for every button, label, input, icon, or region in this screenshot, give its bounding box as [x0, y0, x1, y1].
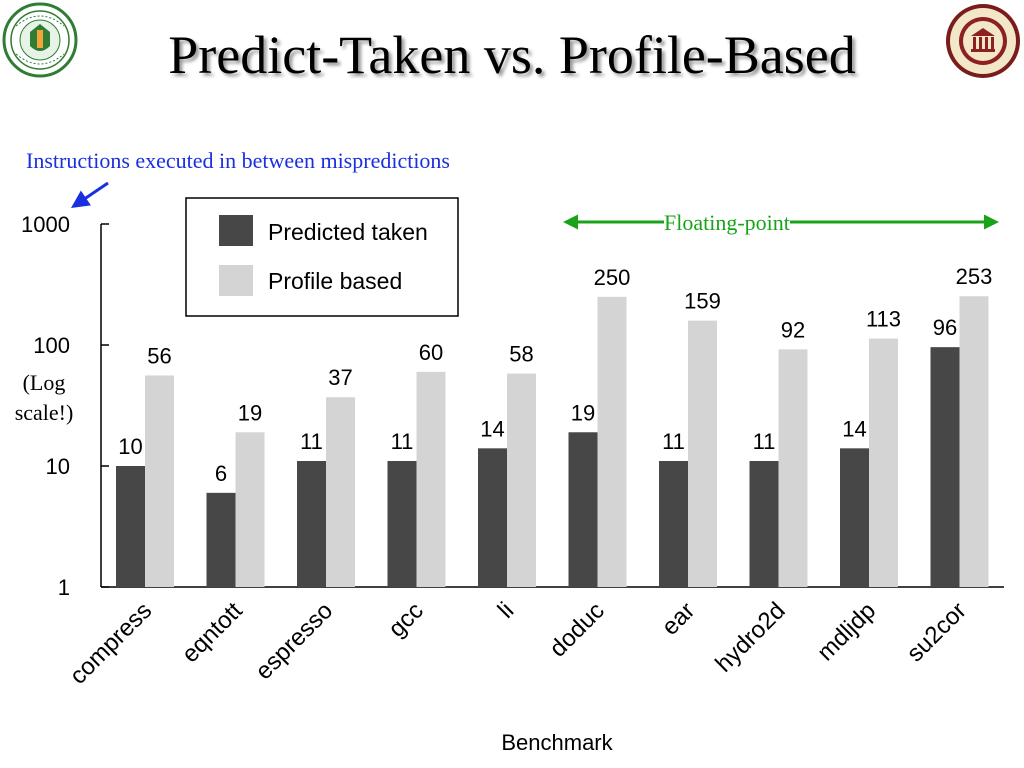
bar-value-label: 11	[391, 429, 414, 454]
bar-profile-based-gcc	[416, 371, 446, 587]
slide-title: Predict-Taken vs. Profile-Based	[168, 25, 856, 85]
legend: Predicted taken Profile based	[185, 197, 459, 317]
bar-value-label: 159	[684, 289, 721, 314]
y-tick-label: 10	[46, 454, 70, 479]
bar-value-label: 60	[419, 340, 443, 365]
y-tick-label: 1	[58, 575, 70, 600]
bar-value-label: 250	[594, 265, 631, 290]
legend-label-profile-based: Profile based	[268, 268, 402, 294]
x-category-label: hydro2d	[710, 597, 790, 677]
bar-predicted-taken-hydro2d	[749, 460, 779, 587]
bar-value-label: 56	[147, 343, 171, 368]
bar-profile-based-doduc	[597, 296, 627, 587]
fsu-seal-logo	[946, 4, 1020, 78]
bar-predicted-taken-su2cor	[930, 347, 960, 587]
legend-label-predicted-taken: Predicted taken	[268, 219, 428, 245]
bar-value-label: 19	[238, 400, 262, 425]
x-category-label: mdljdp	[812, 597, 881, 666]
bar-value-label: 113	[866, 307, 901, 332]
bar-value-label: 14	[480, 416, 504, 441]
bar-predicted-taken-ear	[659, 460, 688, 587]
x-category-label: li	[493, 597, 520, 624]
bar-value-label: 14	[842, 416, 866, 441]
bar-profile-based-espresso	[326, 397, 355, 587]
x-axis-label: Benchmark	[501, 730, 613, 755]
legend-swatch-predicted-taken	[219, 215, 253, 246]
bar-value-label: 96	[933, 315, 957, 340]
x-category-label: ear	[657, 597, 701, 641]
bar-value-label: 92	[781, 317, 805, 342]
bar-value-label: 19	[571, 400, 595, 425]
bar-predicted-taken-li	[478, 448, 507, 587]
log-scale-note: (Log scale!)	[4, 368, 84, 428]
y-tick-label: 1000	[21, 212, 70, 237]
bar-predicted-taken-mdljdp	[840, 448, 869, 587]
bar-profile-based-eqntott	[235, 432, 265, 587]
bar-value-label: 11	[662, 429, 685, 454]
bar-predicted-taken-compress	[116, 466, 145, 587]
bar-value-label: 37	[328, 365, 352, 390]
bar-profile-based-ear	[688, 320, 717, 587]
x-category-label: gcc	[383, 597, 429, 643]
chart-subtitle: Instructions executed in between mispred…	[26, 148, 450, 173]
bar-profile-based-li	[507, 373, 536, 587]
bar-value-label: 58	[509, 342, 533, 367]
bar-profile-based-compress	[145, 375, 174, 587]
log-note-line-2: scale!)	[14, 400, 74, 425]
bar-value-label: 6	[215, 461, 227, 486]
x-category-label: su2cor	[902, 597, 972, 667]
y-tick-label: 100	[33, 333, 70, 358]
bar-profile-based-su2cor	[959, 296, 989, 587]
bar-predicted-taken-gcc	[387, 460, 417, 587]
legend-swatch-profile-based	[219, 265, 253, 296]
log-note-line-1: (Log	[22, 370, 66, 395]
bar-predicted-taken-eqntott	[206, 492, 236, 587]
x-category-label: espresso	[250, 597, 338, 685]
bar-value-label: 11	[300, 429, 323, 454]
bar-value-label: 253	[956, 264, 993, 289]
subtitle-arrow	[71, 181, 109, 209]
bar-predicted-taken-espresso	[297, 460, 326, 587]
x-category-label: doduc	[544, 597, 609, 662]
bar-profile-based-mdljdp	[869, 338, 898, 587]
famu-seal-logo	[2, 2, 78, 78]
floating-point-label: Floating-point	[664, 210, 790, 236]
x-category-label: compress	[65, 597, 158, 690]
x-category-label: eqntott	[177, 597, 248, 668]
bar-value-label: 10	[118, 434, 142, 459]
bar-predicted-taken-doduc	[568, 432, 598, 587]
bar-value-label: 11	[753, 429, 776, 454]
bar-profile-based-hydro2d	[778, 349, 808, 587]
